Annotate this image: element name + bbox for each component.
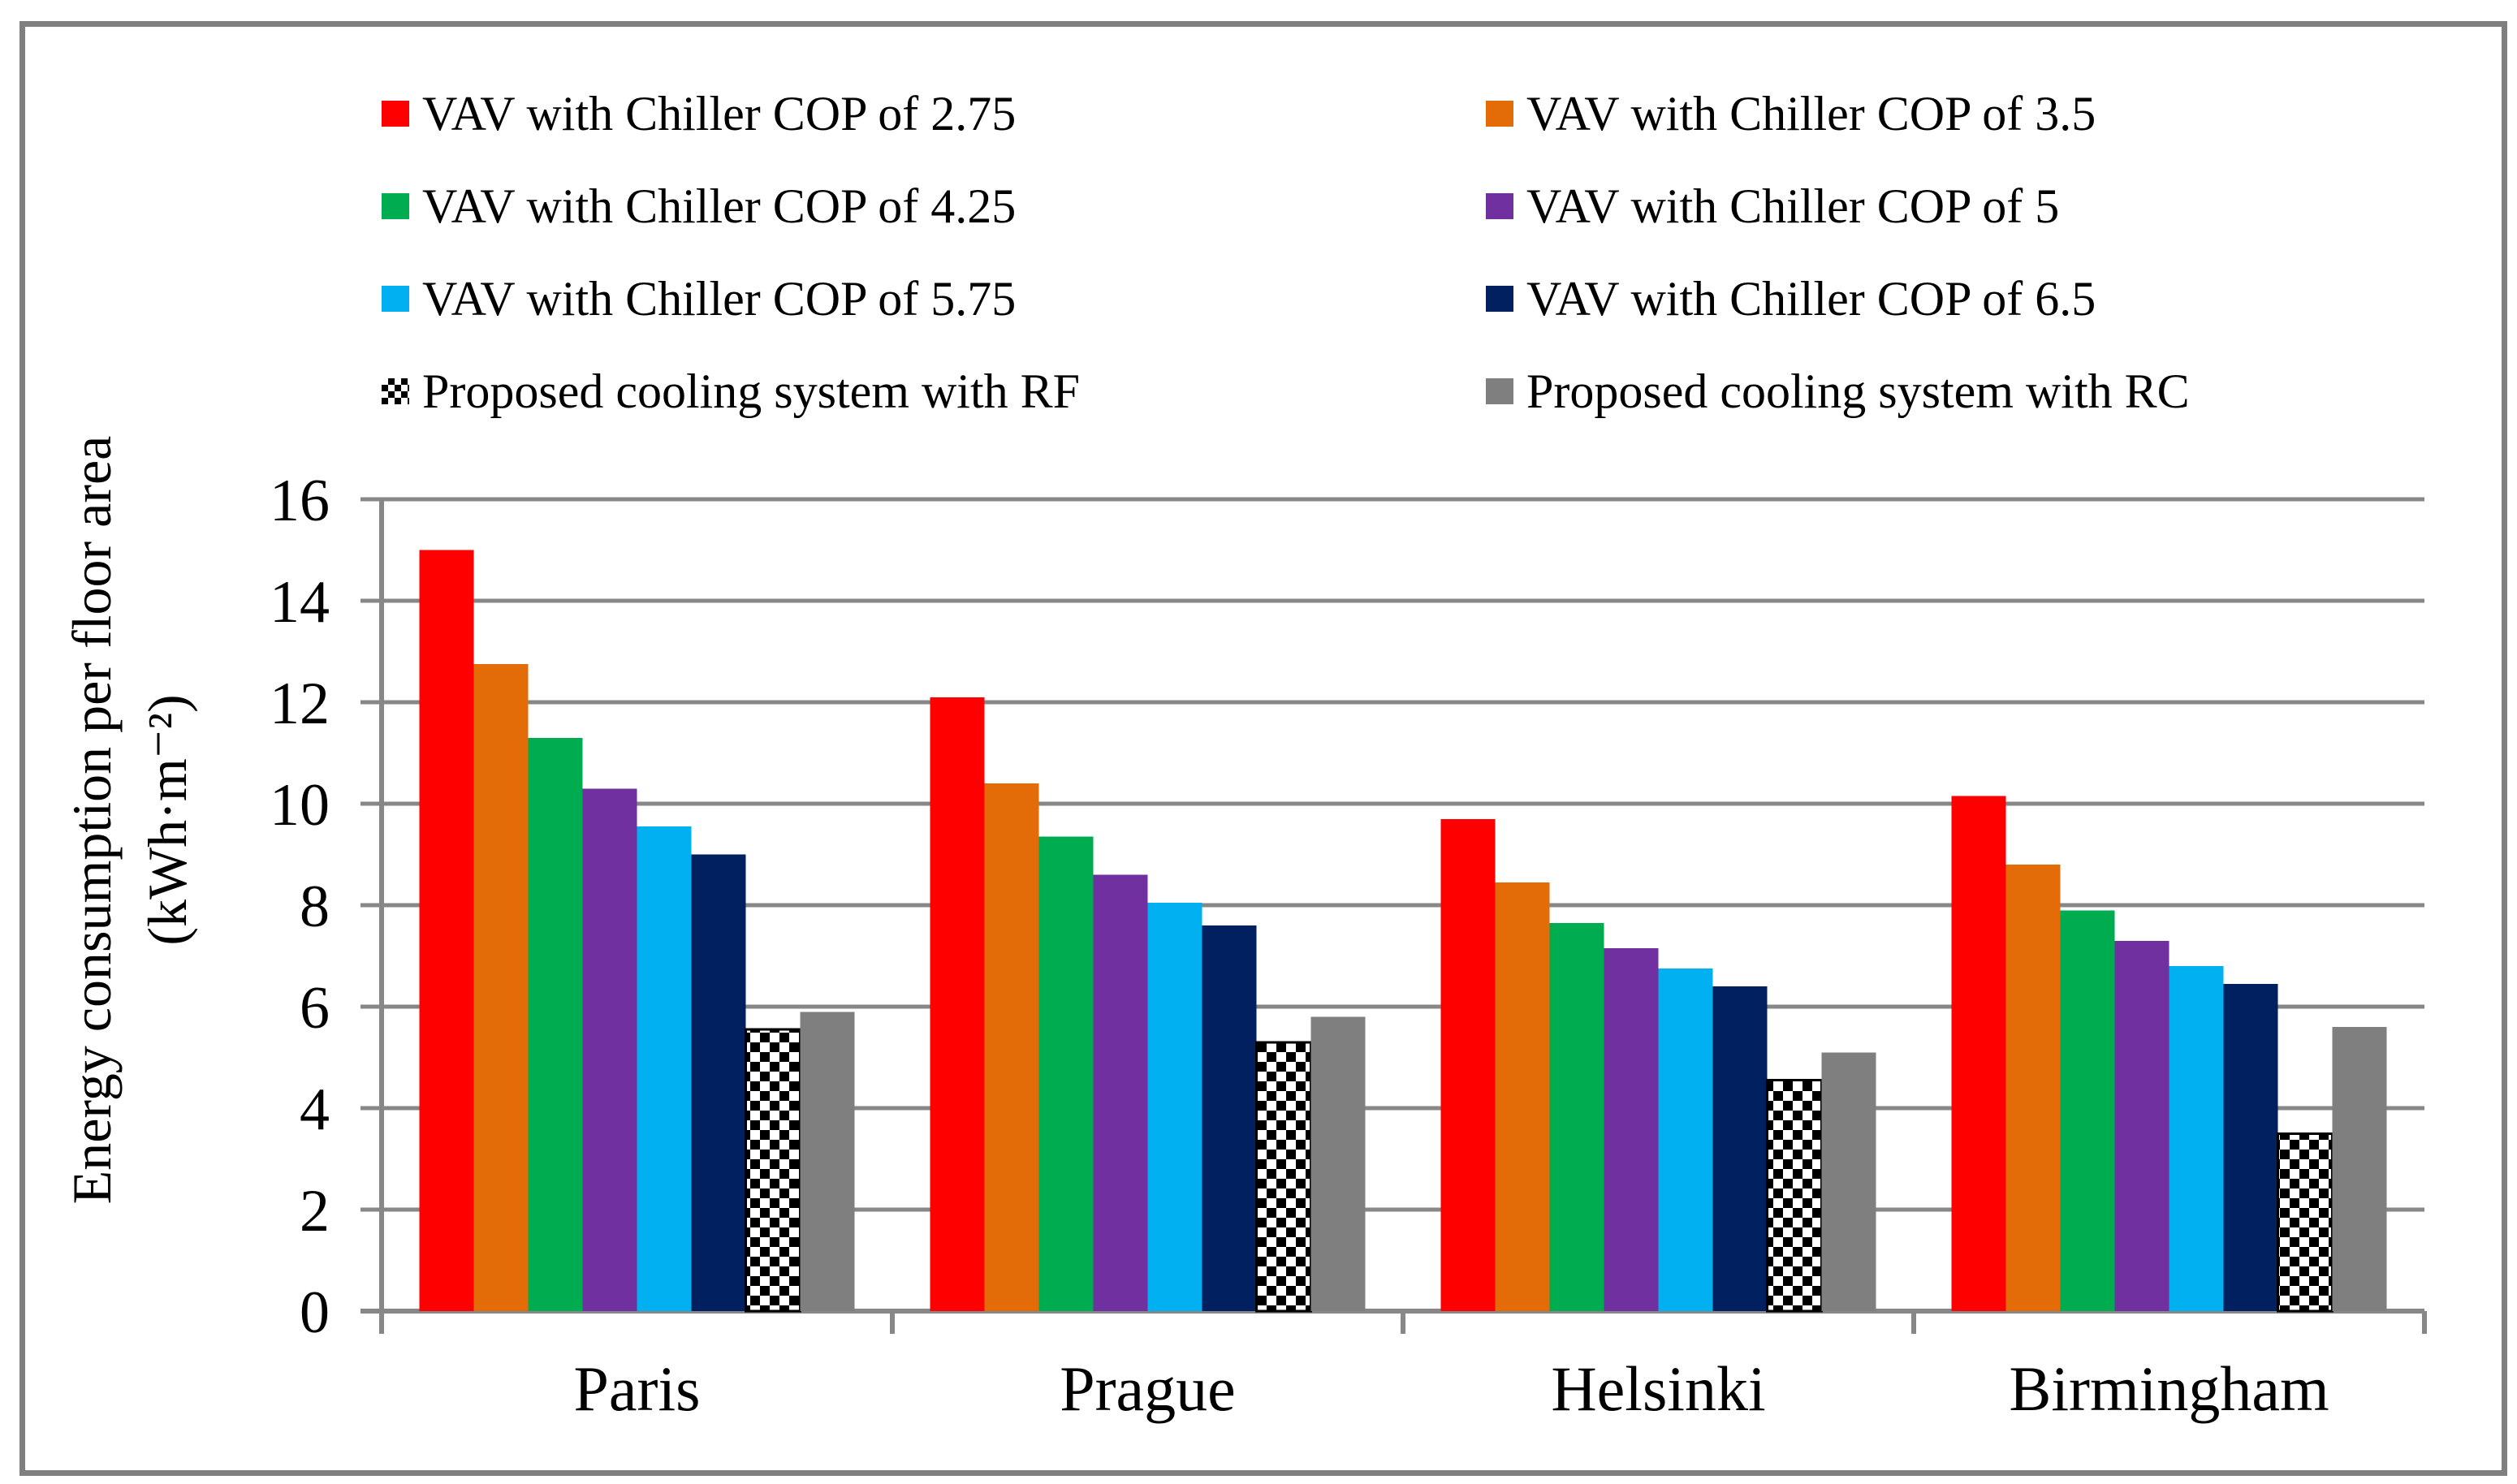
category-label: Paris	[574, 1353, 701, 1424]
bar	[1951, 796, 2006, 1311]
category-label: Prague	[1060, 1353, 1236, 1424]
legend-swatch-gray	[1486, 378, 1513, 404]
legend-label: VAV with Chiller COP of 5.75	[422, 272, 1017, 326]
bar	[1255, 1041, 1312, 1313]
y-tick-label: 4	[300, 1076, 330, 1143]
legend-label: VAV with Chiller COP of 5	[1526, 179, 2060, 233]
bar	[473, 664, 529, 1311]
bar	[800, 1012, 855, 1311]
legend-item-cop-3-5: VAV with Chiller COP of 3.5	[1486, 89, 2190, 138]
bar	[1093, 874, 1148, 1311]
legend-item-proposed-rc: Proposed cooling system with RC	[1486, 367, 2190, 416]
legend-swatch-red	[382, 101, 409, 127]
legend-label: VAV with Chiller COP of 2.75	[422, 87, 1017, 140]
bar	[1440, 818, 1496, 1311]
bar	[745, 1028, 801, 1313]
y-tick-label: 16	[270, 468, 330, 534]
y-tick-label: 2	[300, 1178, 330, 1245]
bar	[1712, 986, 1768, 1311]
bar	[1495, 882, 1550, 1311]
bar	[419, 550, 474, 1311]
bar	[637, 826, 692, 1311]
legend-label: Proposed cooling system with RF	[422, 365, 1081, 418]
y-tick-label: 10	[270, 772, 330, 839]
legend-swatch-lightblue	[382, 286, 409, 312]
y-tick-label: 12	[270, 671, 330, 737]
legend-item-cop-5: VAV with Chiller COP of 5	[1486, 182, 2190, 231]
legend-swatch-checker	[382, 378, 409, 404]
bar	[1038, 836, 1094, 1311]
legend-label: VAV with Chiller COP of 4.25	[422, 179, 1017, 233]
y-tick-labels: 16 14 12 10 8 6 4 2 0	[270, 468, 330, 1346]
category-label: Birmingham	[2009, 1353, 2329, 1424]
bar	[1202, 925, 1257, 1311]
bar	[984, 783, 1039, 1311]
bar	[930, 697, 985, 1311]
y-tick-label: 14	[270, 569, 330, 636]
axes	[379, 499, 2427, 1334]
bar	[1821, 1052, 1876, 1311]
bar	[1766, 1079, 1823, 1313]
bars	[419, 550, 2387, 1313]
legend-label: VAV with Chiller COP of 6.5	[1526, 272, 2096, 326]
legend-swatch-navy	[1486, 286, 1513, 312]
legend-label: VAV with Chiller COP of 3.5	[1526, 87, 2096, 140]
bar	[2223, 983, 2278, 1311]
bar	[582, 788, 637, 1311]
bar	[1658, 968, 1713, 1311]
legend-swatch-green	[382, 193, 409, 219]
category-label: Helsinki	[1551, 1353, 1765, 1424]
legend-item-cop-5-75: VAV with Chiller COP of 5.75	[382, 274, 1486, 323]
legend-label: Proposed cooling system with RC	[1526, 365, 2190, 418]
bar	[2277, 1132, 2334, 1313]
bar	[1147, 902, 1202, 1311]
legend-item-cop-6-5: VAV with Chiller COP of 6.5	[1486, 274, 2190, 323]
bar	[2169, 966, 2224, 1311]
legend: VAV with Chiller COP of 2.75 VAV with Ch…	[382, 67, 2190, 438]
bar	[2332, 1027, 2387, 1311]
y-tick-label: 0	[300, 1279, 330, 1346]
category-labels: Paris Prague Helsinki Birmingham	[574, 1353, 2329, 1424]
legend-item-proposed-rf: Proposed cooling system with RF	[382, 367, 1486, 416]
bar	[1604, 948, 1659, 1311]
bar	[2060, 910, 2115, 1311]
legend-item-cop-2-75: VAV with Chiller COP of 2.75	[382, 89, 1486, 138]
bar	[2005, 865, 2061, 1311]
legend-swatch-purple	[1486, 193, 1513, 219]
bar	[1310, 1016, 1366, 1311]
legend-item-cop-4-25: VAV with Chiller COP of 4.25	[382, 182, 1486, 231]
legend-swatch-orange	[1486, 101, 1513, 127]
y-tick-label: 6	[300, 975, 330, 1042]
bar	[1549, 922, 1604, 1311]
y-tick-label: 8	[300, 874, 330, 940]
bar	[2114, 940, 2169, 1311]
bar	[528, 737, 583, 1311]
bar	[691, 854, 746, 1311]
